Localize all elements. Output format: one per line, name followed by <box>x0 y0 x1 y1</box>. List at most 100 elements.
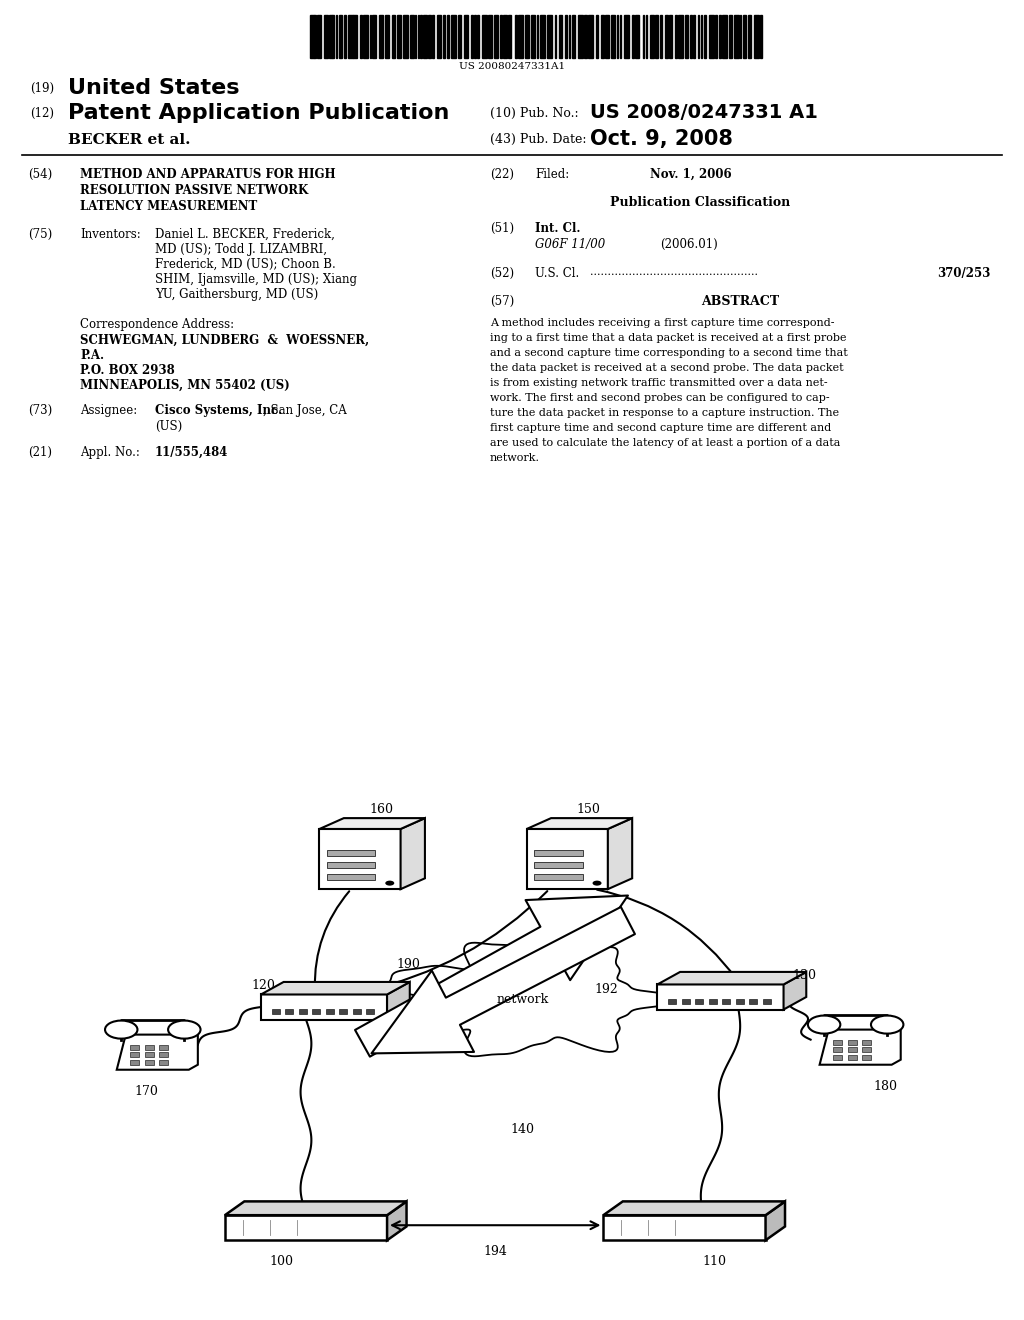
Text: (2006.01): (2006.01) <box>660 238 718 251</box>
Bar <box>834 1040 842 1044</box>
Text: Patent Application Publication: Patent Application Publication <box>68 103 450 123</box>
Polygon shape <box>319 818 425 829</box>
Bar <box>310 15 313 58</box>
FancyArrowPatch shape <box>314 891 349 989</box>
Bar <box>464 15 468 58</box>
Text: Oct. 9, 2008: Oct. 9, 2008 <box>590 129 733 149</box>
Polygon shape <box>783 972 806 1010</box>
Text: (19): (19) <box>30 82 54 95</box>
Text: (51): (51) <box>490 222 514 235</box>
Bar <box>611 15 615 58</box>
Text: ................................................: ........................................… <box>590 267 758 277</box>
Text: 11/555,484: 11/555,484 <box>155 446 228 459</box>
Text: MD (US); Todd J. LIZAMBRI,: MD (US); Todd J. LIZAMBRI, <box>155 243 327 256</box>
Text: 190: 190 <box>396 958 420 972</box>
Bar <box>729 15 731 58</box>
Text: United States: United States <box>68 78 240 98</box>
Circle shape <box>168 1020 201 1039</box>
Bar <box>722 15 726 58</box>
Polygon shape <box>387 1201 407 1241</box>
Bar <box>540 15 545 58</box>
Bar <box>669 998 676 1003</box>
Bar <box>695 998 703 1003</box>
Text: Assignee:: Assignee: <box>80 404 137 417</box>
Bar <box>451 15 456 58</box>
Bar <box>710 15 714 58</box>
Bar <box>396 15 401 58</box>
Bar <box>360 15 362 58</box>
Text: ture the data packet in response to a capture instruction. The: ture the data packet in response to a ca… <box>490 408 839 418</box>
Circle shape <box>593 880 601 886</box>
Bar <box>763 998 771 1003</box>
Polygon shape <box>603 1201 785 1216</box>
Bar <box>589 15 593 58</box>
Bar <box>504 15 507 58</box>
Bar <box>862 1055 871 1060</box>
Bar <box>678 15 683 58</box>
Bar <box>312 1008 321 1014</box>
Text: 160: 160 <box>369 804 393 816</box>
Text: U.S. Cl.: U.S. Cl. <box>535 267 580 280</box>
Text: 100: 100 <box>270 1255 294 1269</box>
Bar <box>750 998 758 1003</box>
Text: A method includes receiving a first capture time correspond-: A method includes receiving a first capt… <box>490 318 835 327</box>
Bar <box>514 15 517 58</box>
Text: (21): (21) <box>28 446 52 459</box>
Polygon shape <box>526 829 608 890</box>
Text: the data packet is received at a second probe. The data packet: the data packet is received at a second … <box>490 363 844 374</box>
Text: Nov. 1, 2006: Nov. 1, 2006 <box>650 168 731 181</box>
Bar <box>650 15 654 58</box>
Text: RESOLUTION PASSIVE NETWORK: RESOLUTION PASSIVE NETWORK <box>80 183 308 197</box>
Polygon shape <box>608 818 632 890</box>
Text: YU, Gaithersburg, MD (US): YU, Gaithersburg, MD (US) <box>155 288 318 301</box>
Text: ABSTRACT: ABSTRACT <box>701 294 779 308</box>
Text: P.A.: P.A. <box>80 348 104 362</box>
Bar <box>471 15 473 58</box>
Bar <box>403 15 408 58</box>
Bar <box>500 15 502 58</box>
FancyArrowPatch shape <box>597 890 737 979</box>
Bar <box>572 15 575 58</box>
Text: Frederick, MD (US); Choon B.: Frederick, MD (US); Choon B. <box>155 257 336 271</box>
Bar <box>739 15 741 58</box>
Bar <box>518 15 523 58</box>
Text: Appl. No.:: Appl. No.: <box>80 446 140 459</box>
Polygon shape <box>657 985 783 1010</box>
Bar <box>620 15 621 58</box>
Bar <box>531 15 536 58</box>
Bar <box>392 15 394 58</box>
Circle shape <box>808 1015 841 1034</box>
Polygon shape <box>225 1216 387 1241</box>
Bar <box>379 15 383 58</box>
Bar <box>130 1060 139 1065</box>
Bar <box>659 15 662 58</box>
Bar <box>585 15 588 58</box>
Text: work. The first and second probes can be configured to cap-: work. The first and second probes can be… <box>490 393 829 403</box>
Bar <box>494 15 499 58</box>
Bar <box>432 15 434 58</box>
Bar <box>675 15 677 58</box>
Text: Publication Classification: Publication Classification <box>610 195 791 209</box>
Polygon shape <box>388 942 685 1056</box>
Circle shape <box>385 880 394 886</box>
Polygon shape <box>819 1030 901 1065</box>
Bar <box>477 15 479 58</box>
Polygon shape <box>261 982 410 994</box>
Bar <box>437 15 440 58</box>
Bar <box>508 15 511 58</box>
Bar <box>474 15 476 58</box>
Bar <box>324 15 329 58</box>
Text: , San Jose, CA: , San Jose, CA <box>263 404 347 417</box>
Bar <box>719 15 721 58</box>
Bar <box>862 1047 871 1052</box>
Bar <box>428 15 431 58</box>
Text: 130: 130 <box>793 969 816 982</box>
Polygon shape <box>387 982 410 1019</box>
Bar <box>385 15 389 58</box>
Bar <box>527 15 528 58</box>
Text: P.O. BOX 2938: P.O. BOX 2938 <box>80 364 175 378</box>
Bar <box>715 15 717 58</box>
Bar <box>159 1044 168 1049</box>
Text: (US): (US) <box>155 420 182 433</box>
Polygon shape <box>117 1035 198 1069</box>
